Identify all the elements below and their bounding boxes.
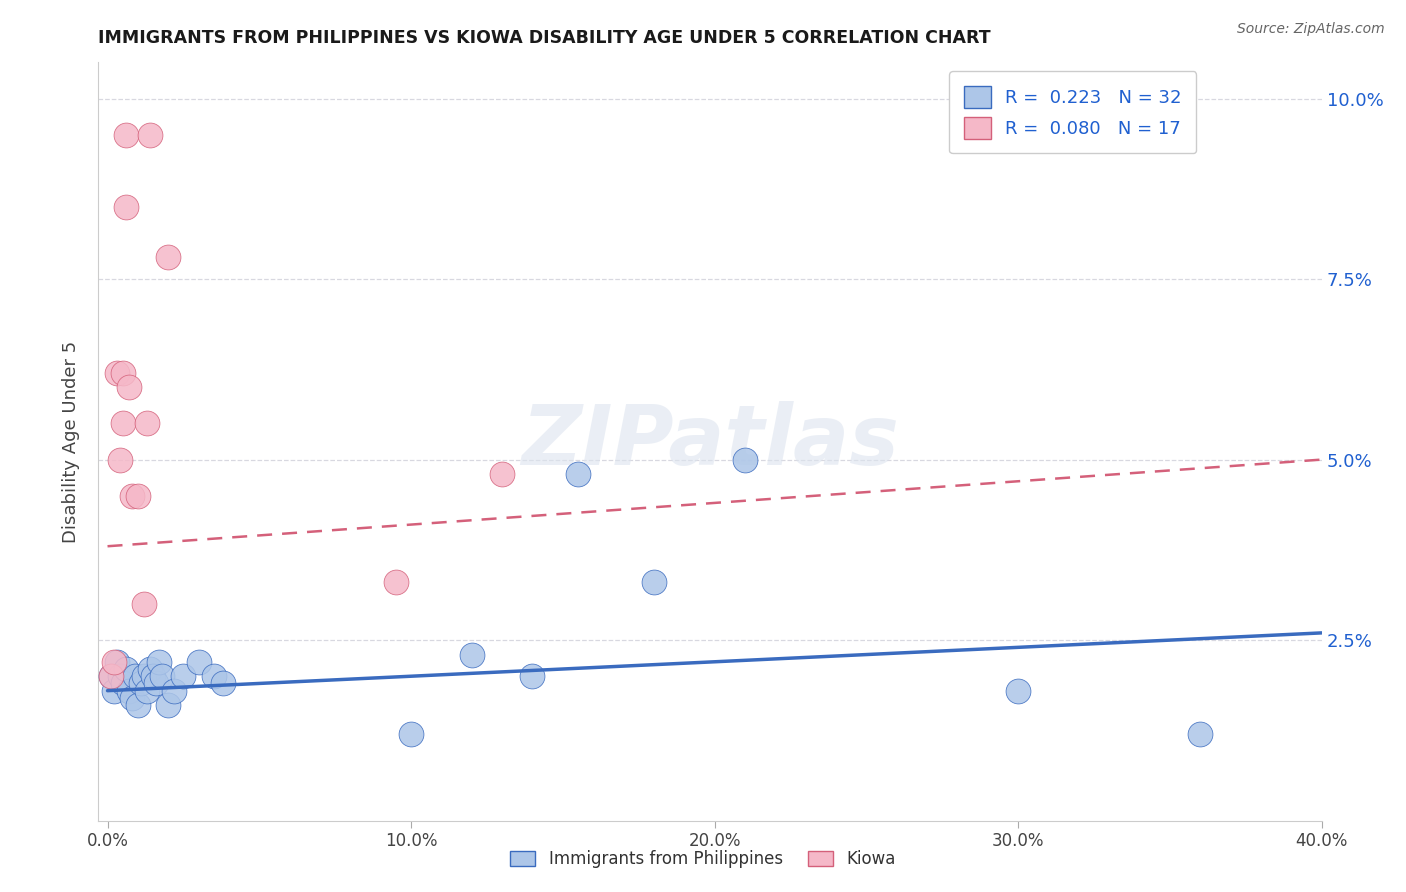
Point <box>150 669 173 683</box>
Point <box>399 727 422 741</box>
Point <box>734 452 756 467</box>
Y-axis label: Disability Age Under 5: Disability Age Under 5 <box>62 341 80 542</box>
Point <box>157 698 180 712</box>
Point <box>522 669 544 683</box>
Point <box>111 676 134 690</box>
Point <box>118 683 141 698</box>
Point <box>127 489 149 503</box>
Point <box>145 676 167 690</box>
Point <box>114 662 136 676</box>
Point <box>108 669 131 683</box>
Point <box>157 251 180 265</box>
Point <box>202 669 225 683</box>
Text: ZIPatlas: ZIPatlas <box>522 401 898 482</box>
Point <box>127 698 149 712</box>
Point <box>100 669 122 683</box>
Point <box>567 467 589 481</box>
Point <box>129 676 152 690</box>
Point <box>105 366 128 380</box>
Point <box>124 669 146 683</box>
Point <box>187 655 209 669</box>
Point <box>139 662 162 676</box>
Point <box>148 655 170 669</box>
Point <box>105 655 128 669</box>
Point <box>118 380 141 394</box>
Text: IMMIGRANTS FROM PHILIPPINES VS KIOWA DISABILITY AGE UNDER 5 CORRELATION CHART: IMMIGRANTS FROM PHILIPPINES VS KIOWA DIS… <box>98 29 991 47</box>
Point <box>121 489 143 503</box>
Point <box>111 417 134 431</box>
Point <box>385 575 408 590</box>
Point <box>643 575 665 590</box>
Point <box>103 683 125 698</box>
Point <box>132 669 155 683</box>
Point <box>172 669 194 683</box>
Point <box>111 366 134 380</box>
Point <box>1007 683 1029 698</box>
Text: Source: ZipAtlas.com: Source: ZipAtlas.com <box>1237 22 1385 37</box>
Point <box>114 200 136 214</box>
Point <box>108 452 131 467</box>
Point <box>103 655 125 669</box>
Point <box>136 683 159 698</box>
Legend: R =  0.223   N = 32, R =  0.080   N = 17: R = 0.223 N = 32, R = 0.080 N = 17 <box>949 71 1197 153</box>
Point <box>132 597 155 611</box>
Point <box>212 676 235 690</box>
Point <box>100 669 122 683</box>
Point <box>163 683 186 698</box>
Point <box>142 669 165 683</box>
Point <box>461 648 484 662</box>
Point <box>121 690 143 705</box>
Point <box>136 417 159 431</box>
Point <box>491 467 513 481</box>
Point <box>1189 727 1212 741</box>
Point <box>139 128 162 142</box>
Legend: Immigrants from Philippines, Kiowa: Immigrants from Philippines, Kiowa <box>503 844 903 875</box>
Point <box>114 128 136 142</box>
